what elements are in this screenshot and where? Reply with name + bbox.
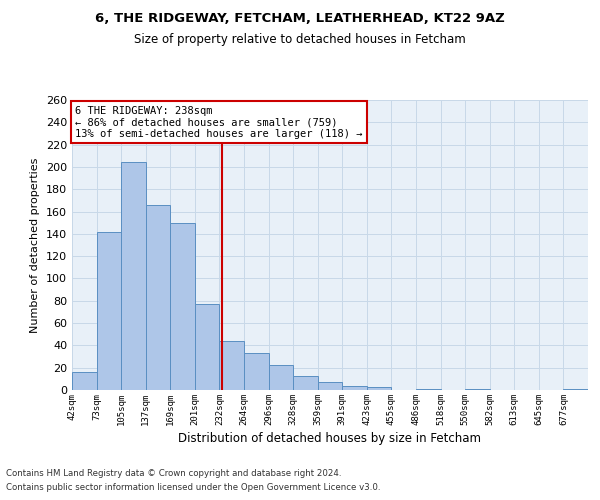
Bar	[563, 389, 588, 390]
Bar	[269, 366, 293, 390]
Bar	[342, 386, 367, 390]
Y-axis label: Number of detached properties: Number of detached properties	[31, 158, 40, 332]
Text: 6, THE RIDGEWAY, FETCHAM, LEATHERHEAD, KT22 9AZ: 6, THE RIDGEWAY, FETCHAM, LEATHERHEAD, K…	[95, 12, 505, 26]
Text: Size of property relative to detached houses in Fetcham: Size of property relative to detached ho…	[134, 32, 466, 46]
Bar	[97, 232, 121, 390]
Bar	[318, 382, 342, 390]
Bar	[146, 205, 170, 390]
Text: Contains HM Land Registry data © Crown copyright and database right 2024.: Contains HM Land Registry data © Crown c…	[6, 468, 341, 477]
Bar	[416, 389, 440, 390]
Bar	[121, 162, 146, 390]
X-axis label: Distribution of detached houses by size in Fetcham: Distribution of detached houses by size …	[179, 432, 482, 445]
Text: 6 THE RIDGEWAY: 238sqm
← 86% of detached houses are smaller (759)
13% of semi-de: 6 THE RIDGEWAY: 238sqm ← 86% of detached…	[75, 106, 362, 139]
Bar	[170, 222, 195, 390]
Bar	[220, 341, 244, 390]
Bar	[465, 389, 490, 390]
Bar	[244, 353, 269, 390]
Bar	[195, 304, 220, 390]
Text: Contains public sector information licensed under the Open Government Licence v3: Contains public sector information licen…	[6, 484, 380, 492]
Bar	[72, 372, 97, 390]
Bar	[293, 376, 318, 390]
Bar	[367, 386, 391, 390]
